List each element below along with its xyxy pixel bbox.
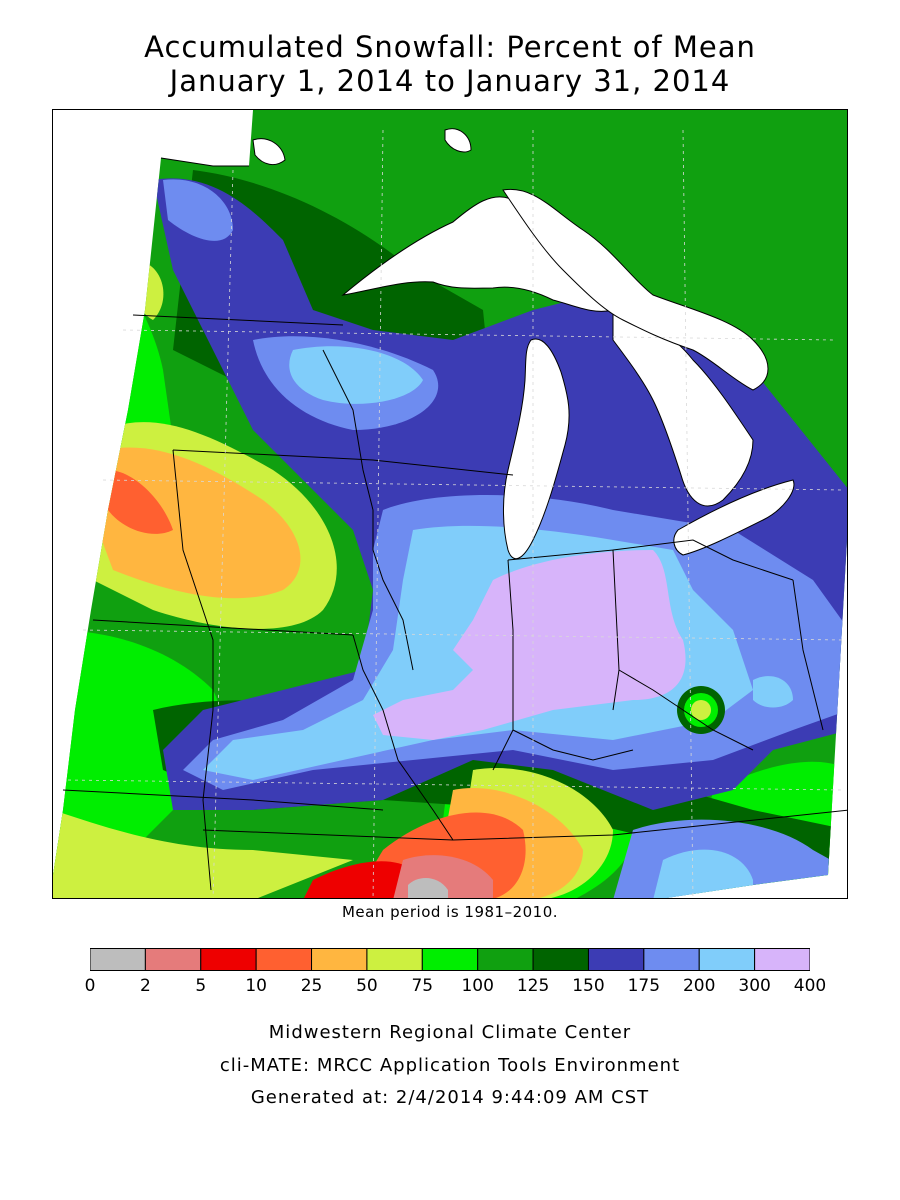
legend-swatch: [90, 948, 146, 971]
footer-generated-time: Generated at: 2/4/2014 9:44:09 AM CST: [250, 1087, 650, 1108]
legend-tick-label: 200: [682, 976, 716, 996]
legend-tick-label: 2: [139, 976, 151, 996]
legend-tick-label: 100: [461, 976, 494, 996]
footer-tool-name: cli-MATE: MRCC Application Tools Environ…: [219, 1055, 681, 1076]
great-lakes: [252, 128, 795, 560]
legend-swatch: [144, 948, 202, 971]
legend-swatch: [754, 948, 810, 971]
legend-tick-label: 300: [738, 976, 771, 996]
color-legend: [90, 948, 810, 971]
snowfall-map: [52, 109, 848, 899]
graticule: [67, 129, 844, 898]
legend-tick-label: 25: [300, 976, 323, 996]
legend-swatch: [477, 948, 534, 971]
legend-swatch: [255, 948, 313, 971]
legend-tick-label: 75: [411, 976, 434, 996]
legend-swatch: [311, 948, 368, 971]
legend-swatch: [532, 948, 589, 971]
legend-tick-labels: 0 2 5 10 25 50 75 100 125 150 175 200 300 400: [0, 976, 900, 998]
map-date-range: January 1, 2014 to January 31, 2014: [169, 64, 731, 98]
legend-tick-label: 5: [195, 976, 207, 996]
legend-tick-label: 175: [627, 976, 661, 996]
snowfall-map-graphic: [53, 110, 847, 898]
legend-tick-label: 50: [356, 976, 378, 996]
footer-center-name: Midwestern Regional Climate Center: [268, 1022, 632, 1043]
map-title: Accumulated Snowfall: Percent of Mean: [144, 30, 756, 64]
mean-period-note: Mean period is 1981–2010.: [341, 903, 559, 921]
legend-swatch: [366, 948, 423, 971]
legend-tick-label: 400: [793, 976, 827, 996]
legend-swatch: [643, 948, 700, 971]
legend-tick-label: 10: [245, 976, 267, 996]
legend-swatch: [587, 948, 645, 971]
legend-tick-label: 150: [572, 976, 605, 996]
legend-tick-label: 125: [516, 976, 550, 996]
legend-swatch: [200, 948, 257, 971]
legend-tick-label: 0: [84, 976, 96, 996]
legend-swatch: [421, 948, 479, 971]
legend-swatch: [698, 948, 756, 971]
